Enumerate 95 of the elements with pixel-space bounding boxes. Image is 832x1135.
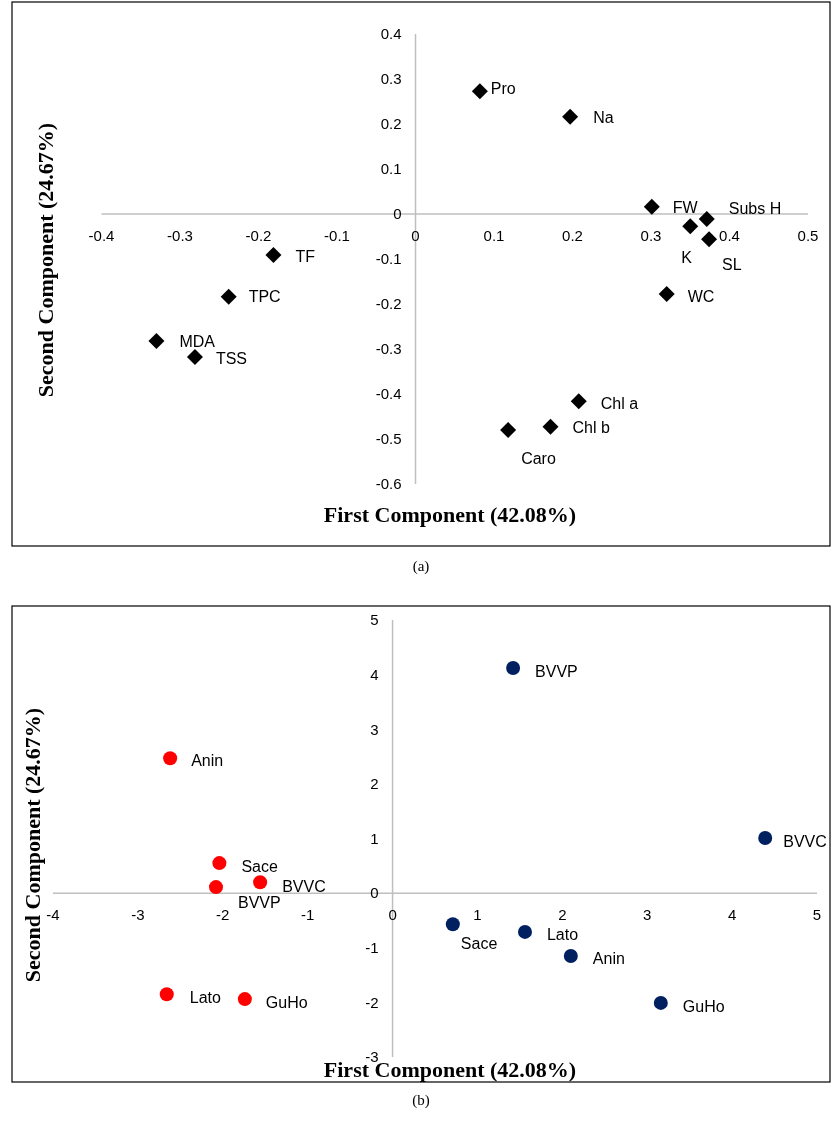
x-tick-label: -0.2 <box>245 227 272 244</box>
y-tick-label: 0.4 <box>380 25 402 43</box>
annotation: TF <box>295 247 316 265</box>
x-tick-label: 5 <box>812 906 822 924</box>
x-tick-label: -2 <box>216 906 230 924</box>
point <box>570 393 587 410</box>
y-tick-label: 0.2 <box>380 115 402 133</box>
y-tick-label: 3 <box>370 720 379 738</box>
y-tick-label: -0.5 <box>375 430 402 448</box>
annotation: Lato <box>189 988 221 1006</box>
annotation: Sace <box>241 857 278 875</box>
annotation: MDA <box>179 332 216 350</box>
point <box>159 987 174 1002</box>
annotation: BVVC <box>783 832 827 850</box>
annotation: Pro <box>490 79 516 97</box>
point <box>471 83 488 100</box>
y-tick-label: 0 <box>393 205 402 223</box>
point <box>758 830 773 845</box>
x-tick-label: -3 <box>131 906 145 924</box>
y-tick-label: -0.3 <box>375 340 402 358</box>
y-tick-label: 4 <box>370 665 379 683</box>
y-tick-label: 0 <box>370 884 379 902</box>
x-tick-label: 4 <box>727 906 737 924</box>
annotation: Chl b <box>572 419 610 437</box>
annotation: BVVP <box>535 662 578 680</box>
y-axis-title: Second Component (24.67%) <box>32 122 58 398</box>
x-axis-title: First Component (42.08%) <box>323 502 577 527</box>
annotation: Anin <box>191 751 224 769</box>
annotation: BVVP <box>237 893 281 911</box>
y-tick-label: 1 <box>370 829 379 847</box>
point <box>653 995 668 1010</box>
x-tick-label: 2 <box>558 906 567 924</box>
annotation: Caro <box>521 449 556 467</box>
x-tick-label: -4 <box>46 906 60 924</box>
y-tick-label: -1 <box>365 939 379 956</box>
y-tick-label: -0.1 <box>375 250 402 268</box>
x-tick-label: 1 <box>473 906 482 924</box>
annotation: TPC <box>248 288 281 306</box>
text: (b) <box>412 1092 430 1109</box>
point <box>186 349 203 366</box>
point <box>563 948 578 963</box>
x-tick-label: 0.5 <box>797 227 819 244</box>
annotation: Sace <box>460 934 498 952</box>
y-tick-label: -2 <box>365 993 379 1011</box>
x-tick-label: -0.3 <box>167 227 193 244</box>
annotation: BVVC <box>282 877 326 895</box>
annotation: Lato <box>546 925 579 943</box>
annotation: TSS <box>215 349 248 367</box>
annotation: GuHo <box>682 997 725 1015</box>
annotation: SL <box>722 255 742 273</box>
point <box>148 332 165 349</box>
point <box>220 288 237 305</box>
text: (a) <box>412 558 430 575</box>
x-tick-label: 3 <box>643 906 652 924</box>
annotation: Subs H <box>728 199 782 217</box>
point <box>212 856 227 871</box>
y-tick-label: 2 <box>370 775 379 793</box>
point <box>542 418 559 435</box>
annotation: Chl a <box>600 394 639 412</box>
annotation: Na <box>593 109 614 127</box>
point <box>208 880 223 895</box>
point <box>517 924 532 939</box>
point <box>701 231 718 248</box>
point <box>500 422 517 438</box>
x-tick-label: 0 <box>411 227 420 244</box>
annotation: GuHo <box>265 993 308 1011</box>
y-tick-label: -0.6 <box>375 475 402 493</box>
point <box>643 198 660 215</box>
y-tick-label: 5 <box>370 611 379 629</box>
x-tick-label: 0.3 <box>640 227 662 244</box>
point <box>562 108 579 125</box>
point <box>163 751 178 766</box>
x-tick-label: 0.1 <box>483 227 505 244</box>
y-tick-label: 0.1 <box>380 160 402 178</box>
y-tick-label: 0.3 <box>380 70 402 88</box>
y-tick-label: -0.4 <box>375 385 402 403</box>
annotation: WC <box>687 287 715 305</box>
x-tick-label: -0.1 <box>324 227 350 244</box>
x-tick-label: -0.4 <box>88 227 115 244</box>
point <box>253 875 268 890</box>
annotation: K <box>681 248 693 266</box>
annotation: Anin <box>592 949 625 967</box>
x-tick-label: -1 <box>300 906 315 924</box>
point <box>698 210 715 227</box>
x-tick-label: 0.4 <box>719 227 740 244</box>
point <box>265 246 282 263</box>
y-axis-title: Second Component (24.67%) <box>19 707 45 983</box>
point <box>506 661 521 676</box>
point <box>445 917 460 932</box>
x-tick-label: 0.2 <box>562 227 583 244</box>
y-tick-label: -0.2 <box>375 295 402 313</box>
annotation: FW <box>672 199 699 217</box>
point <box>658 286 675 303</box>
point <box>237 992 252 1007</box>
point <box>682 218 699 235</box>
